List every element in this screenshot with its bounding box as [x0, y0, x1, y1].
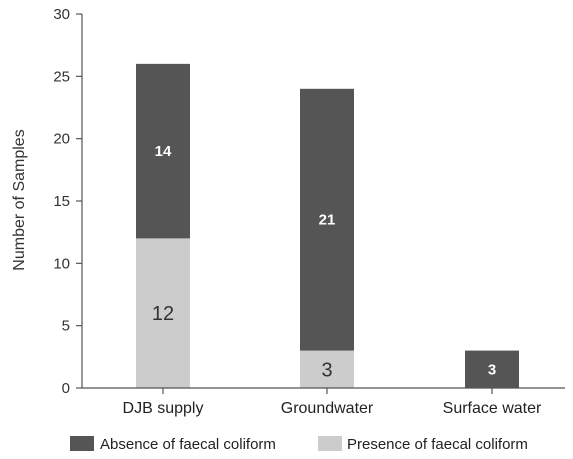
y-tick-label: 5 [62, 318, 70, 335]
bars: 12 14 3 21 3 [136, 63, 519, 388]
legend-label: Presence of faecal coliform [347, 436, 528, 453]
legend-swatch [318, 436, 342, 451]
legend: Absence of faecal coliform Presence of fa… [70, 436, 528, 453]
y-tick-label: 20 [53, 131, 70, 148]
legend-label: Absence of faecal coliform [100, 436, 276, 453]
legend-swatch [70, 436, 94, 451]
y-tick-label: 0 [62, 380, 70, 397]
bar-data-label: 21 [319, 212, 336, 229]
x-axis: DJB supply Groundwater Surface water [82, 387, 565, 417]
bar-absence [136, 63, 190, 239]
x-tick-label: DJB supply [123, 400, 204, 417]
bar-data-label: 12 [152, 303, 174, 325]
y-tick-label: 15 [53, 193, 70, 210]
bar-absence [465, 350, 519, 388]
bar-presence [136, 238, 190, 388]
y-tick-label: 30 [53, 6, 70, 23]
y-tick-label: 25 [53, 68, 70, 85]
bar-data-label: 14 [155, 143, 172, 160]
bar-data-label: 3 [321, 359, 332, 381]
y-axis-label: Number of Samples [11, 129, 28, 270]
y-tick-label: 10 [53, 255, 70, 272]
y-axis: 0 5 10 15 20 25 30 [53, 6, 83, 397]
bar-data-label: 3 [488, 361, 496, 378]
x-tick-label: Surface water [443, 400, 542, 417]
bar-absence [300, 88, 354, 351]
bar-presence [300, 350, 354, 388]
x-tick-label: Groundwater [281, 400, 374, 417]
